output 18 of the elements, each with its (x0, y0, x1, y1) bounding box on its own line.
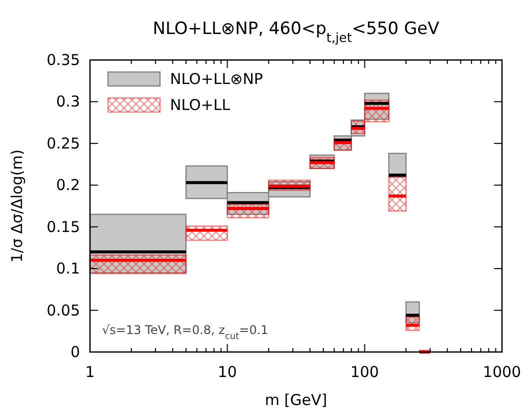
y-tick-label: 0 (70, 343, 80, 361)
y-tick-label: 0.3 (56, 92, 80, 111)
y-tick-label: 0.25 (46, 134, 80, 152)
y-tick-label: 0.05 (46, 301, 80, 320)
x-tick-label: 1 (85, 363, 95, 381)
y-tick-label: 0.35 (46, 51, 80, 69)
legend-label: NLO+LL⊗NP (170, 70, 263, 88)
y-tick-label: 0.1 (56, 260, 80, 278)
chart-title: NLO+LL⊗NP, 460<p$_{t,jet}$<550 GeV (152, 19, 440, 46)
legend-label: NLO+LL (170, 96, 231, 114)
annotation: √s=13 TeV, R=0.8, z$_{cut}$=0.1 (102, 323, 268, 342)
y-tick-label: 0.15 (46, 218, 80, 236)
x-tick-label: 10 (218, 363, 237, 381)
y-tick-label: 0.2 (56, 176, 80, 194)
y-axis-title: 1/σ Δσ/Δlog(m) (8, 149, 26, 263)
x-axis-title: m [GeV] (264, 391, 328, 409)
x-tick-label: 1000 (482, 363, 522, 381)
x-tick-label: 100 (350, 363, 379, 381)
